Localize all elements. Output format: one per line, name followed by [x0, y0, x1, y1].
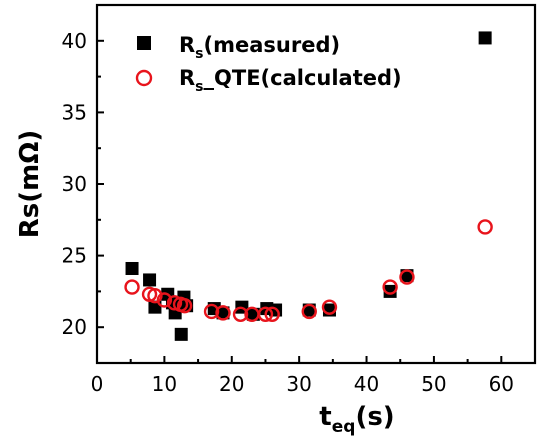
legend-label-measured: Rs(measured) [179, 33, 340, 62]
x-tick-label: 30 [286, 372, 311, 396]
calculated-point [257, 306, 274, 323]
calculated-point [124, 279, 140, 295]
measured-point [478, 31, 492, 45]
calculated-point [301, 303, 317, 320]
y-axis-title: Rs(mΩ) [15, 130, 45, 238]
calculated-point [232, 306, 249, 323]
legend: Rs(measured) Rs_QTE(calculated) [135, 33, 402, 95]
measured-point [143, 273, 157, 287]
legend-label-calculated: Rs_QTE(calculated) [179, 66, 402, 95]
legend-marker-measured [137, 36, 151, 50]
axis-ticks: 0 10 20 30 40 50 60 20 25 30 35 40 [62, 29, 514, 396]
x-tick-label: 50 [421, 372, 446, 396]
measured-point [216, 306, 230, 320]
x-tick-label: 20 [219, 372, 244, 396]
x-tick-label: 60 [489, 372, 514, 396]
x-tick-label: 0 [91, 372, 104, 396]
plot-frame [95, 3, 537, 365]
calculated-point [477, 219, 493, 235]
data-marks [124, 31, 493, 341]
calculated-point [399, 269, 415, 285]
y-tick-label: 35 [62, 100, 87, 124]
measured-point [383, 284, 397, 298]
y-tick-label: 20 [62, 315, 87, 339]
calculated-point [203, 303, 220, 320]
measured-point [125, 261, 139, 275]
calculated-point [147, 287, 163, 304]
calculated-point [156, 292, 173, 308]
x-tick-label: 40 [354, 372, 379, 396]
y-tick-label: 30 [62, 172, 87, 196]
y-tick-label: 40 [62, 29, 87, 53]
calculated-point [176, 298, 193, 314]
x-axis-title: teq(s) [319, 402, 394, 437]
x-tick-label: 10 [152, 372, 177, 396]
calculated-point [215, 305, 231, 321]
y-tick-label: 25 [62, 244, 87, 268]
measured-point [174, 327, 188, 341]
calculated-point [264, 306, 280, 323]
calculated-point [166, 295, 183, 311]
legend-marker-calculated [135, 69, 153, 87]
calculated-point [321, 299, 338, 315]
calculated-point [382, 279, 398, 295]
